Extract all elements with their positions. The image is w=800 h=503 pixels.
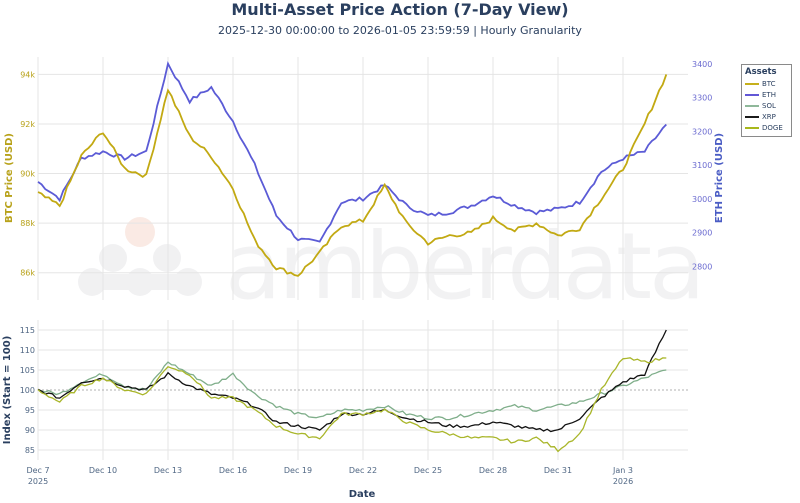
svg-text:95: 95	[25, 406, 35, 415]
svg-text:92k: 92k	[20, 120, 35, 129]
upper-plot-lines	[37, 60, 668, 277]
legend: Assets BTC ETH SOL XRP DOGE	[741, 64, 792, 137]
legend-swatch	[745, 104, 759, 107]
svg-text:2025: 2025	[28, 477, 48, 486]
legend-item-sol[interactable]: SOL	[745, 100, 788, 111]
chart-subtitle: 2025-12-30 00:00:00 to 2026-01-05 23:59:…	[218, 24, 582, 37]
svg-text:85: 85	[25, 446, 35, 455]
amberdata-logo-icon	[78, 217, 202, 296]
svg-text:BTC Price (USD): BTC Price (USD)	[4, 133, 15, 223]
legend-swatch	[745, 115, 759, 118]
svg-text:Dec 19: Dec 19	[284, 466, 312, 475]
watermark-text: amberdata	[225, 213, 702, 320]
svg-text:110: 110	[20, 346, 35, 355]
svg-text:3300: 3300	[692, 94, 712, 103]
svg-text:105: 105	[20, 366, 35, 375]
lower-grid	[37, 320, 688, 460]
legend-label: BTC	[762, 79, 776, 88]
svg-text:Dec 16: Dec 16	[219, 466, 247, 475]
svg-text:3100: 3100	[692, 161, 712, 170]
svg-text:Dec 10: Dec 10	[89, 466, 117, 475]
legend-item-btc[interactable]: BTC	[745, 78, 788, 89]
svg-text:Dec 25: Dec 25	[414, 466, 442, 475]
svg-text:2900: 2900	[692, 229, 712, 238]
svg-text:ETH Price (USD): ETH Price (USD)	[714, 133, 725, 223]
svg-text:3200: 3200	[692, 127, 712, 136]
svg-text:115: 115	[20, 326, 35, 335]
svg-text:2800: 2800	[692, 262, 712, 271]
svg-text:Dec 13: Dec 13	[154, 466, 182, 475]
legend-label: XRP	[762, 112, 776, 121]
svg-text:Date: Date	[349, 489, 376, 500]
legend-label: DOGE	[762, 123, 783, 132]
legend-swatch	[745, 126, 759, 129]
svg-text:Jan 3: Jan 3	[612, 466, 633, 475]
upper-grid	[37, 57, 688, 300]
legend-label: ETH	[762, 90, 776, 99]
legend-item-doge[interactable]: DOGE	[745, 122, 788, 133]
legend-swatch	[745, 82, 759, 85]
svg-text:2026: 2026	[613, 477, 633, 486]
amberdata-watermark: amberdata	[78, 213, 705, 320]
legend-swatch	[745, 93, 759, 96]
legend-title: Assets	[745, 67, 777, 77]
svg-text:Index (Start = 100): Index (Start = 100)	[2, 336, 13, 445]
axis-labels: 86k 88k 90k 92k 94k 2800 2900 3000 3100 3200 3300 3…	[2, 60, 725, 500]
svg-text:94k: 94k	[20, 70, 35, 79]
svg-text:Dec 22: Dec 22	[349, 466, 377, 475]
svg-text:90k: 90k	[20, 170, 35, 179]
lower-plot-lines	[37, 329, 667, 453]
svg-text:86k: 86k	[20, 269, 35, 278]
svg-text:3400: 3400	[692, 60, 712, 69]
legend-label: SOL	[762, 101, 776, 110]
legend-item-xrp[interactable]: XRP	[745, 111, 788, 122]
svg-text:88k: 88k	[20, 219, 35, 228]
legend-item-eth[interactable]: ETH	[745, 89, 788, 100]
chart-title: Multi-Asset Price Action (7-Day View)	[231, 0, 569, 19]
svg-text:Dec 7: Dec 7	[26, 466, 49, 475]
svg-text:Dec 28: Dec 28	[479, 466, 507, 475]
svg-text:90: 90	[25, 426, 35, 435]
svg-text:100: 100	[20, 386, 35, 395]
svg-text:Dec 31: Dec 31	[544, 466, 572, 475]
svg-text:3000: 3000	[692, 195, 712, 204]
